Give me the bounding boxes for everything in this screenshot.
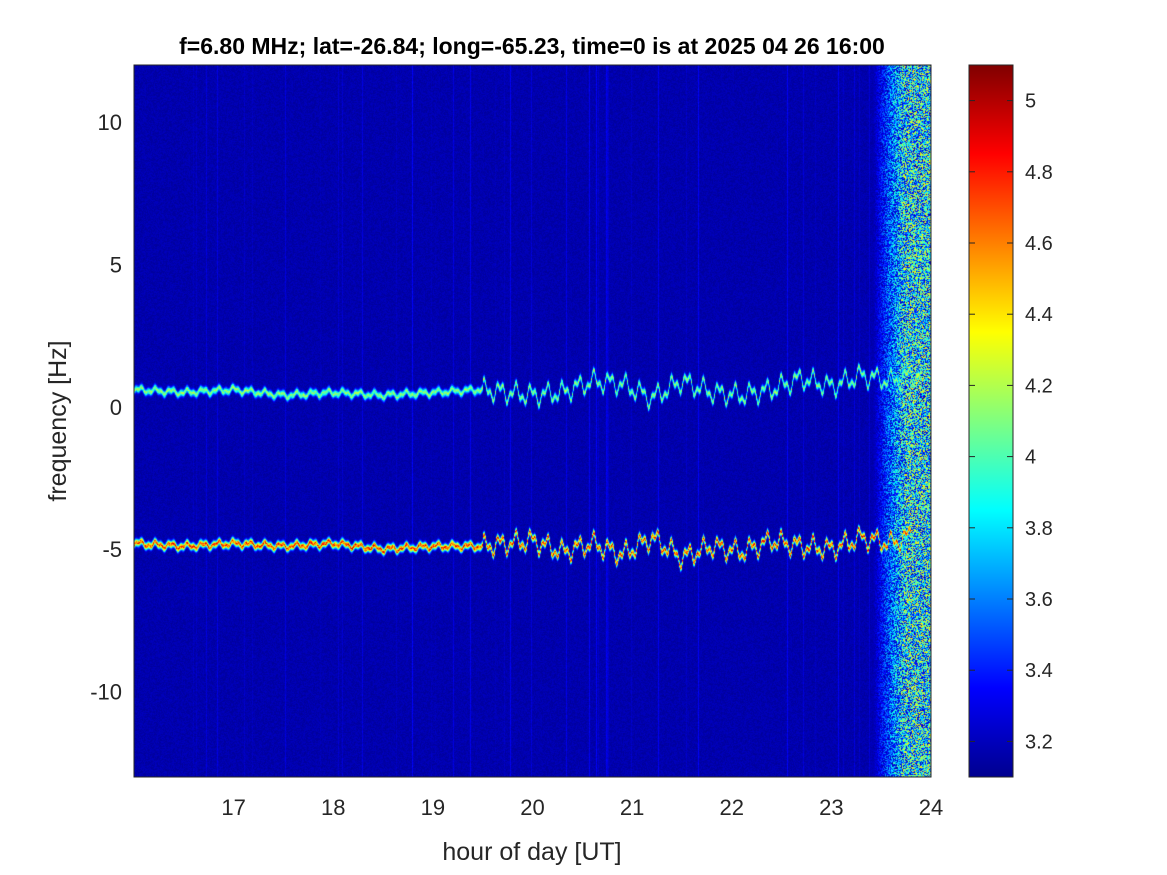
y-axis-label: frequency [Hz] bbox=[44, 340, 72, 501]
x-axis-label: hour of day [UT] bbox=[442, 838, 621, 866]
x-tick-label: 21 bbox=[620, 795, 644, 820]
x-tick-label: 20 bbox=[520, 795, 544, 820]
colorbar-tick-label: 3.4 bbox=[1025, 660, 1053, 682]
colorbar-tick-label: 5 bbox=[1025, 91, 1036, 113]
x-tick-label: 19 bbox=[421, 795, 445, 820]
colorbar-tick-label: 4.8 bbox=[1025, 162, 1053, 184]
colorbar bbox=[968, 64, 1014, 778]
x-tick-label: 24 bbox=[919, 795, 943, 820]
colorbar-tick-label: 4.4 bbox=[1025, 304, 1053, 326]
y-tick-label: -5 bbox=[102, 537, 122, 562]
y-tick-label: 10 bbox=[98, 110, 122, 135]
x-tick-label: 18 bbox=[321, 795, 345, 820]
spectrogram-heatmap bbox=[134, 65, 931, 777]
y-tick-label: 0 bbox=[110, 395, 122, 420]
y-tick-label: 5 bbox=[110, 252, 122, 277]
colorbar-tick-label: 4.6 bbox=[1025, 233, 1053, 255]
colorbar-tick-label: 3.8 bbox=[1025, 518, 1053, 540]
colorbar-tick-label: 4 bbox=[1025, 447, 1036, 469]
colorbar-ticks: 5 4.8 4.6 4.4 4.2 4 3.8 3.6 3.4 3.2 bbox=[969, 91, 1053, 753]
y-tick-label: -10 bbox=[90, 680, 122, 705]
x-tick-label: 23 bbox=[819, 795, 843, 820]
chart-title: f=6.80 MHz; lat=-26.84; long=-65.23, tim… bbox=[179, 33, 885, 59]
colorbar-tick-label: 3.2 bbox=[1025, 731, 1053, 753]
x-tick-label: 22 bbox=[720, 795, 744, 820]
colorbar-tick-label: 3.6 bbox=[1025, 589, 1053, 611]
colorbar-tick-label: 4.2 bbox=[1025, 375, 1053, 397]
x-tick-label: 17 bbox=[221, 795, 245, 820]
